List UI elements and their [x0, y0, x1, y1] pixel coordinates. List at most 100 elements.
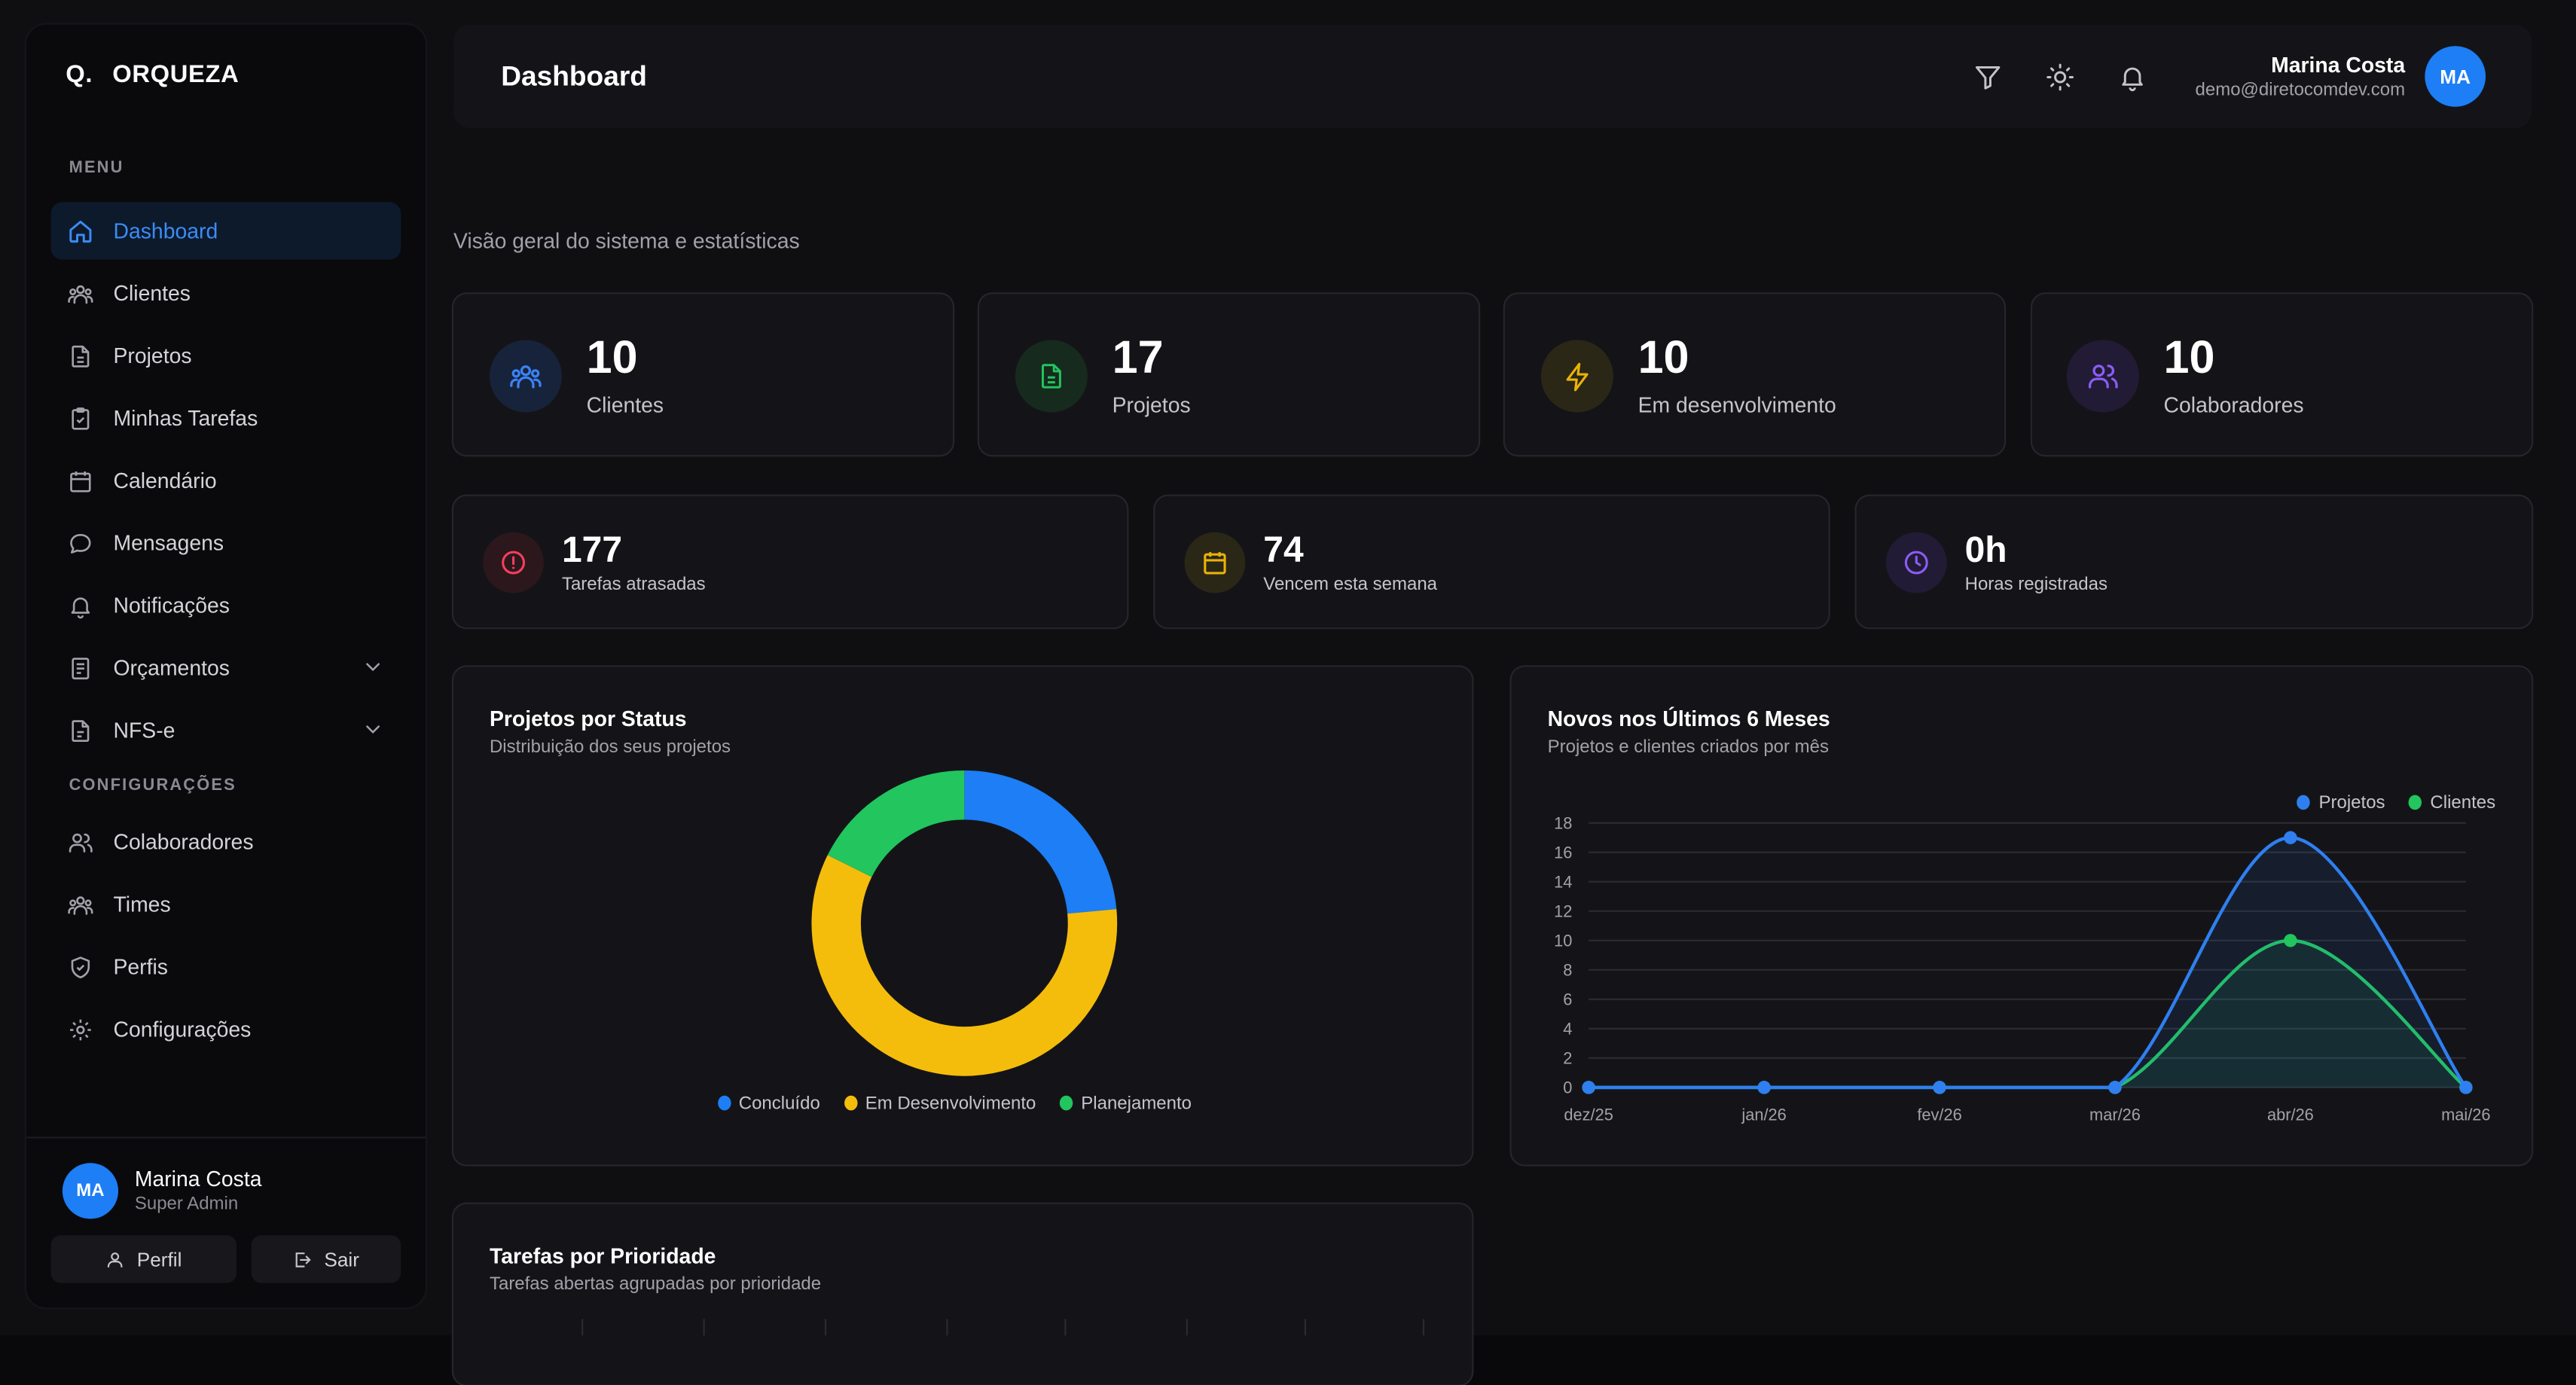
file-text-icon: [72, 720, 90, 742]
file-icon: [72, 345, 90, 368]
sidebar-item-colaboradores[interactable]: Colaboradores: [51, 813, 401, 871]
stat-label: Em desenvolvimento: [1637, 392, 1836, 418]
sun-icon[interactable]: [2045, 63, 2074, 92]
sidebar-item-nfse[interactable]: NFS-e: [51, 701, 401, 758]
tasks-priority-card: Tarefas por Prioridade Tarefas abertas a…: [453, 1203, 1473, 1385]
stat-label: Vencem esta semana: [1263, 575, 1438, 595]
stat-label: Clientes: [586, 392, 664, 418]
sidebar-item-times[interactable]: Times: [51, 876, 401, 933]
grid-line: [581, 1319, 584, 1336]
area-projetos: [1589, 837, 2466, 1088]
legend-label: Clientes: [2430, 792, 2496, 813]
sidebar-item-calendario[interactable]: Calendário: [51, 452, 401, 509]
donut-slice-planejamento[interactable]: [827, 770, 966, 878]
data-point-projetos[interactable]: [1933, 1081, 1946, 1094]
x-tick-label: fev/26: [1917, 1106, 1961, 1124]
grid-line: [703, 1319, 705, 1336]
y-tick-label: 12: [1554, 901, 1572, 920]
sidebar-item-label: Minhas Tarefas: [113, 405, 258, 431]
donut-slice-em-desenvolvimento[interactable]: [811, 855, 1118, 1076]
calendar-icon: [1204, 552, 1226, 575]
logout-icon: [296, 1252, 312, 1267]
sidebar-item-label: Perfis: [113, 954, 168, 979]
stat-card-colaboradores[interactable]: 10 Colaboradores: [2032, 294, 2532, 456]
line-legend: Projetos Clientes: [2297, 789, 2512, 818]
clock-icon: [1904, 551, 1928, 575]
file-icon: [1041, 364, 1061, 389]
sidebar-item-label: Times: [113, 892, 171, 917]
stat-value: 10: [1637, 331, 1689, 383]
stat-value: 74: [1263, 529, 1304, 570]
sidebar-item-minhas-tarefas[interactable]: Minhas Tarefas: [51, 389, 401, 447]
x-tick-label: jan/26: [1741, 1106, 1786, 1124]
stat-card-vencem-semana[interactable]: 74 Vencem esta semana: [1155, 496, 1829, 628]
config-section-label: CONFIGURAÇÕES: [69, 776, 237, 795]
card-title: Projetos por Status: [489, 706, 687, 731]
donut-slice-concluído[interactable]: [963, 770, 1117, 914]
stat-value: 0h: [1964, 529, 2007, 570]
lightning-icon: [1565, 362, 1588, 391]
sidebar-item-mensagens[interactable]: Mensagens: [51, 514, 401, 572]
chevron-down-icon[interactable]: [362, 655, 385, 679]
stat-label: Tarefas atrasadas: [561, 575, 706, 595]
app-window: Q. ORQUEZA MENU Dashboard Clientes Proje…: [26, 46, 2532, 1385]
stat-card-horas-registradas[interactable]: 0h Horas registradas: [1856, 496, 2532, 628]
donut-legend: Concluído Em Desenvolvimento Planejament…: [453, 1089, 1472, 1118]
data-point-projetos[interactable]: [2284, 831, 2297, 844]
stat-icon-container: [483, 532, 544, 593]
app-logo[interactable]: Q. ORQUEZA: [66, 61, 239, 89]
stat-icon-container: [1540, 340, 1613, 413]
x-tick-label: mar/26: [2089, 1106, 2141, 1124]
data-point-projetos[interactable]: [2108, 1081, 2122, 1094]
data-point-clientes[interactable]: [2284, 934, 2297, 947]
stat-card-projetos[interactable]: 17 Projetos: [978, 294, 1479, 456]
sidebar-item-label: Clientes: [113, 280, 191, 306]
sidebar-item-dashboard[interactable]: Dashboard: [50, 202, 401, 260]
header-user-name: Marina Costa: [2271, 52, 2406, 78]
profile-button[interactable]: Perfil: [50, 1235, 237, 1283]
stat-card-em-desenvolvimento[interactable]: 10 Em desenvolvimento: [1504, 294, 2004, 456]
home-icon: [69, 220, 92, 243]
avatar[interactable]: MA: [62, 1163, 119, 1219]
sidebar-item-orcamentos[interactable]: Orçamentos: [51, 639, 401, 696]
legend-item[interactable]: Clientes: [2409, 792, 2496, 813]
card-subtitle: Tarefas abertas agrupadas por prioridade: [489, 1274, 822, 1295]
sidebar-item-notificacoes[interactable]: Notificações: [51, 577, 401, 634]
legend-label: Projetos: [2318, 792, 2385, 813]
sidebar-item-clientes[interactable]: Clientes: [51, 264, 401, 322]
stat-icon-container: [489, 340, 562, 413]
sidebar-item-label: Configurações: [113, 1017, 252, 1042]
y-tick-label: 2: [1563, 1049, 1572, 1068]
stat-card-clientes[interactable]: 10 Clientes: [453, 294, 954, 456]
chevron-down-icon[interactable]: [362, 718, 385, 741]
users-icon: [2088, 365, 2118, 389]
sidebar-item-perfis[interactable]: Perfis: [51, 938, 401, 995]
stat-icon-container: [2066, 340, 2139, 413]
sidebar-item-label: Orçamentos: [113, 655, 230, 680]
sidebar-item-projetos[interactable]: Projetos: [51, 327, 401, 384]
legend-item[interactable]: Concluído: [717, 1094, 820, 1113]
sidebar-item-label: Notificações: [113, 593, 230, 618]
legend-dot: [1059, 1095, 1073, 1111]
donut-chart: [811, 770, 1118, 1076]
sidebar-divider: [26, 1136, 426, 1139]
stat-card-tarefas-atrasadas[interactable]: 177 Tarefas atrasadas: [453, 496, 1128, 628]
avatar[interactable]: MA: [2425, 46, 2486, 107]
grid-line: [1186, 1319, 1188, 1336]
filter-icon[interactable]: [1973, 63, 2003, 92]
legend-item[interactable]: Em Desenvolvimento: [844, 1094, 1036, 1113]
data-point-projetos[interactable]: [2459, 1081, 2473, 1094]
brand-name: ORQUEZA: [112, 60, 240, 89]
legend-label: Planejamento: [1081, 1093, 1192, 1113]
logout-button[interactable]: Sair: [251, 1235, 401, 1283]
sidebar-item-label: NFS-e: [113, 718, 175, 743]
data-point-projetos[interactable]: [1757, 1081, 1771, 1094]
legend-item[interactable]: Projetos: [2297, 792, 2385, 813]
legend-item[interactable]: Planejamento: [1059, 1093, 1192, 1113]
users-group-icon: [68, 896, 93, 915]
sidebar-item-configuracoes[interactable]: Configurações: [51, 1000, 401, 1057]
page-title: Dashboard: [501, 60, 647, 93]
data-point-projetos[interactable]: [1582, 1081, 1595, 1094]
bell-icon[interactable]: [2117, 63, 2147, 92]
stat-value: 10: [586, 331, 638, 383]
